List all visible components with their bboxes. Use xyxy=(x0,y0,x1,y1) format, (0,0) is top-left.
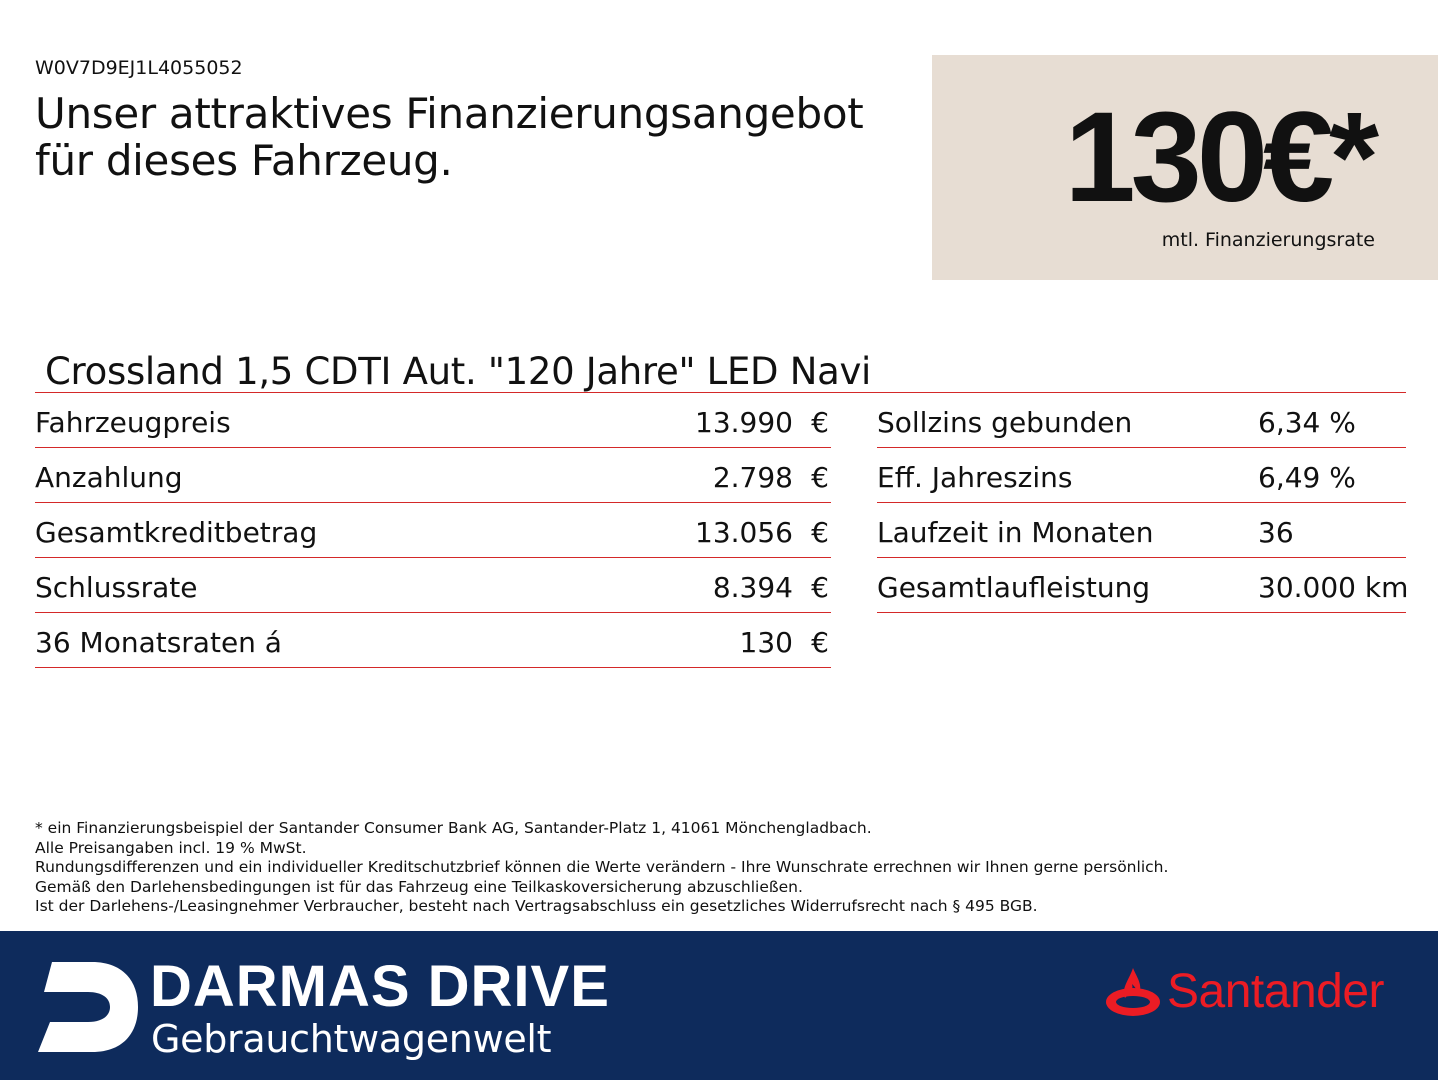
row-label: Sollzins gebunden xyxy=(877,406,1133,439)
footnote-line: Alle Preisangaben incl. 19 % MwSt. xyxy=(35,838,307,857)
currency-symbol: € xyxy=(811,516,829,549)
row-value: 130 xyxy=(739,626,793,659)
table-row: 36 Monatsraten á 130 € xyxy=(35,613,831,668)
divider xyxy=(35,392,1406,393)
price-box: 130€* mtl. Finanzierungsrate xyxy=(932,55,1438,280)
row-label: Anzahlung xyxy=(35,461,183,494)
monthly-rate: 130€* xyxy=(1064,86,1379,229)
brand-title: DARMAS DRIVE xyxy=(150,954,610,1019)
footer-banner: DARMAS DRIVE Gebrauchtwagenwelt Santande… xyxy=(0,931,1438,1080)
table-row: Anzahlung 2.798 € xyxy=(35,448,831,503)
footnote-line: * ein Finanzierungsbeispiel der Santande… xyxy=(35,819,872,837)
row-value: 6,49 % xyxy=(1258,461,1356,494)
row-value: 30.000 km xyxy=(1258,571,1409,604)
page-title: Unser attraktives Finanzierungsangebot f… xyxy=(35,89,864,185)
row-label: Gesamtkreditbetrag xyxy=(35,516,318,549)
currency-symbol: € xyxy=(811,571,829,604)
row-value: 13.990 xyxy=(695,406,793,439)
table-row: Gesamtkreditbetrag 13.056 € xyxy=(35,503,831,558)
santander-wordmark: Santander xyxy=(1167,964,1385,1018)
headline-line-2: für dieses Fahrzeug. xyxy=(35,136,453,185)
row-value: 6,34 % xyxy=(1258,406,1356,439)
santander-logo: Santander xyxy=(1103,961,1385,1021)
table-row: Gesamtlaufleistung 30.000 km xyxy=(877,558,1409,613)
row-value: 8.394 xyxy=(712,571,793,604)
currency-symbol: € xyxy=(811,406,829,439)
row-label: Laufzeit in Monaten xyxy=(877,516,1154,549)
row-label: Eff. Jahreszins xyxy=(877,461,1073,494)
row-value: 13.056 xyxy=(695,516,793,549)
table-row: Sollzins gebunden 6,34 % xyxy=(877,393,1406,448)
vin-number: W0V7D9EJ1L4055052 xyxy=(35,57,243,79)
footnotes: * ein Finanzierungsbeispiel der Santande… xyxy=(35,819,1168,917)
row-label: Fahrzeugpreis xyxy=(35,406,231,439)
table-row: Fahrzeugpreis 13.990 € xyxy=(35,393,831,448)
currency-symbol: € xyxy=(811,626,829,659)
table-row: Schlussrate 8.394 € xyxy=(35,558,831,613)
row-value: 36 xyxy=(1258,516,1294,549)
row-value: 2.798 xyxy=(712,461,793,494)
santander-flame-icon xyxy=(1106,968,1160,1016)
row-label: Gesamtlaufleistung xyxy=(877,571,1151,604)
row-label: 36 Monatsraten á xyxy=(35,626,282,659)
darmas-d-logo-icon xyxy=(38,962,138,1052)
row-label: Schlussrate xyxy=(35,571,198,604)
table-row: Eff. Jahreszins 6,49 % xyxy=(877,448,1406,503)
table-row: Laufzeit in Monaten 36 xyxy=(877,503,1406,558)
headline-line-1: Unser attraktives Finanzierungsangebot xyxy=(35,89,864,138)
brand-subtitle: Gebrauchtwagenwelt xyxy=(151,1017,552,1061)
vehicle-model: Crossland 1,5 CDTI Aut. "120 Jahre" LED … xyxy=(45,350,872,393)
monthly-rate-caption: mtl. Finanzierungsrate xyxy=(1161,229,1375,251)
footnote-line: Rundungsdifferenzen und ein individuelle… xyxy=(35,858,1169,876)
currency-symbol: € xyxy=(811,461,829,494)
footnote-line: Gemäß den Darlehensbedingungen ist für d… xyxy=(35,877,803,896)
footnote-line: Ist der Darlehens-/Leasingnehmer Verbrau… xyxy=(35,897,1038,915)
